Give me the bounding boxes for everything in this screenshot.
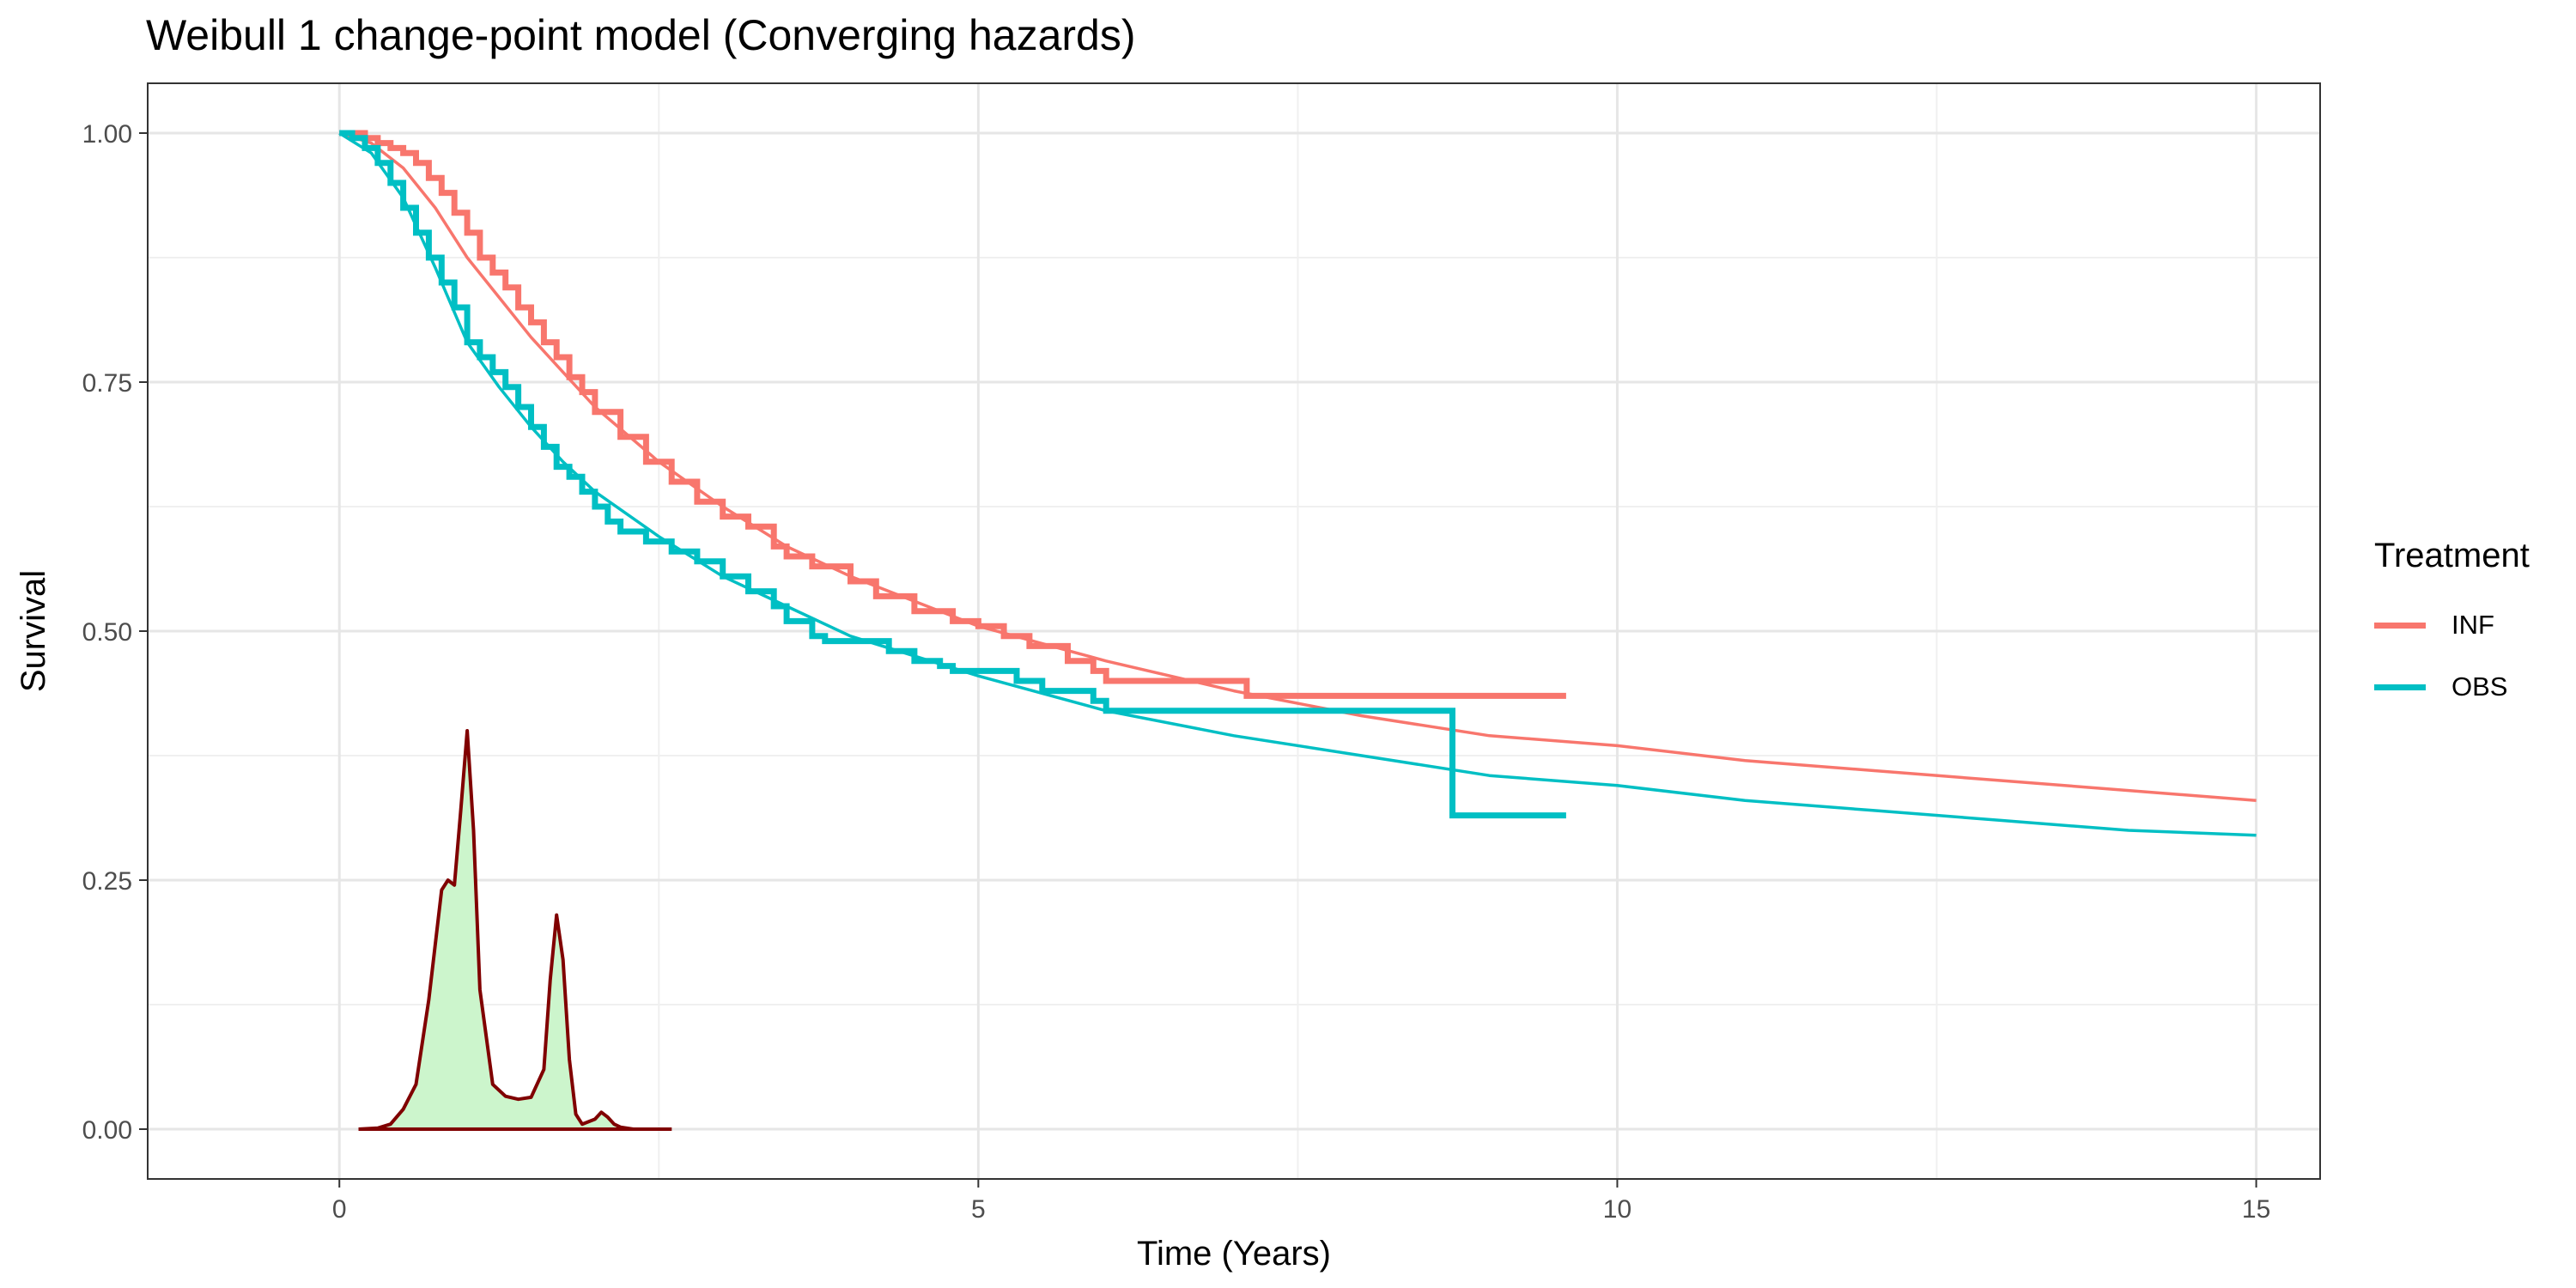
kaplan-meier-layer xyxy=(339,130,1566,819)
x-tick-label: 15 xyxy=(2242,1195,2270,1224)
fit-curve-inf xyxy=(338,131,2257,802)
density-curve xyxy=(358,729,672,1131)
model-fit-layer xyxy=(338,131,2257,837)
chart-title: Weibull 1 change-point model (Converging… xyxy=(146,11,1136,59)
x-tick-label: 5 xyxy=(971,1195,986,1224)
y-axis-title: Survival xyxy=(15,570,52,692)
density-area xyxy=(358,731,672,1129)
y-tick-label: 0.50 xyxy=(82,618,132,647)
x-axis-title: Time (Years) xyxy=(1137,1235,1331,1273)
x-tick-label: 0 xyxy=(332,1195,347,1224)
legend-label-obs: OBS xyxy=(2451,671,2508,702)
grid-lines xyxy=(148,83,2320,1179)
legend-title: Treatment xyxy=(2374,537,2530,574)
density-layer xyxy=(358,729,672,1131)
km-curve-obs xyxy=(339,130,1566,819)
legend-item-inf: INF xyxy=(2374,594,2530,656)
legend-key-inf xyxy=(2374,622,2426,629)
y-tick-label: 0.00 xyxy=(82,1116,132,1145)
y-tick-label: 0.75 xyxy=(82,369,132,398)
axis-ticks: 0 5 10 15 0.00 0.25 0.50 0.75 1.00 xyxy=(82,120,2271,1224)
y-tick-label: 0.25 xyxy=(82,867,132,896)
km-curve-inf xyxy=(339,130,1566,699)
legend-label-inf: INF xyxy=(2451,610,2494,640)
x-tick-label: 10 xyxy=(1603,1195,1631,1224)
legend-key-obs xyxy=(2374,683,2426,690)
y-tick-label: 1.00 xyxy=(82,120,132,149)
legend-item-obs: OBS xyxy=(2374,656,2530,718)
legend: Treatment INF OBS xyxy=(2374,537,2530,718)
fit-curve-obs xyxy=(338,131,2257,837)
